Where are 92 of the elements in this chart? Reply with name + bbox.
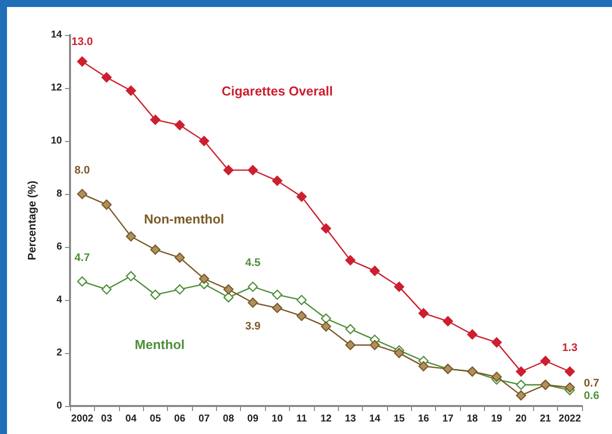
point <box>370 266 380 276</box>
x-tick-label: 20 <box>515 414 528 424</box>
x-tick-label: 17 <box>442 414 454 424</box>
point <box>296 294 307 306</box>
text: Cigarettes Overall <box>222 83 333 98</box>
point <box>126 86 136 96</box>
point <box>540 356 551 366</box>
text: Menthol <box>134 336 185 352</box>
point <box>492 372 502 382</box>
point <box>370 340 380 350</box>
x-tick-label: 19 <box>491 414 503 424</box>
data-label: 0.7 <box>584 377 600 390</box>
point <box>272 302 282 314</box>
y-tick-label: 8 <box>56 188 62 200</box>
y-axis-title: Percentage (%) <box>26 180 38 260</box>
point <box>296 310 307 321</box>
series-label: Non-menthol <box>144 211 224 226</box>
y-tick-label: 14 <box>50 30 62 40</box>
y-tick-label: 10 <box>50 136 62 146</box>
point <box>101 200 112 210</box>
x-tick-label: 12 <box>320 414 332 424</box>
point <box>394 282 404 292</box>
x-tick-label: 04 <box>125 414 137 424</box>
point <box>345 255 356 266</box>
y-tick-label: 6 <box>56 242 62 252</box>
data-label: 3.9 <box>245 320 261 332</box>
point <box>174 284 185 294</box>
point <box>248 165 258 176</box>
point <box>150 114 160 125</box>
point <box>126 231 136 242</box>
data-label: 4.7 <box>74 252 90 264</box>
point <box>320 223 332 234</box>
x-tick-label: 09 <box>247 414 259 424</box>
point <box>174 252 185 263</box>
data-label: 1.3 <box>562 342 578 354</box>
x-tick-label: 05 <box>150 414 162 424</box>
x-tick-label: 03 <box>101 414 113 424</box>
point <box>320 321 332 332</box>
x-tick-label: 15 <box>394 414 406 424</box>
x-tick-label: 08 <box>222 414 234 424</box>
point <box>516 366 526 377</box>
point <box>101 72 112 82</box>
point <box>248 282 258 292</box>
data-label: 13.0 <box>71 36 93 48</box>
x-tick-label: 2002 <box>71 414 94 424</box>
data-label: 8.0 <box>74 164 90 176</box>
x-tick-label: 11 <box>296 414 308 424</box>
point <box>272 176 282 186</box>
x-tick-label: 06 <box>174 414 186 424</box>
x-tick-label: 18 <box>466 414 478 424</box>
point <box>77 188 88 200</box>
point <box>198 136 210 146</box>
point <box>198 274 210 284</box>
point <box>345 324 356 334</box>
y-tick-label: 2 <box>56 348 62 358</box>
point <box>442 316 454 326</box>
point <box>516 390 526 400</box>
point <box>77 276 88 287</box>
point <box>418 308 429 318</box>
x-tick-label: 10 <box>272 414 284 424</box>
point <box>516 380 526 390</box>
point <box>272 290 282 300</box>
point <box>101 284 112 294</box>
x-tick-label: 2022 <box>558 414 582 424</box>
point <box>564 366 575 377</box>
x-tick-label: 07 <box>198 414 210 424</box>
x-tick-label: 14 <box>369 414 381 424</box>
point <box>248 298 258 308</box>
point <box>223 284 234 294</box>
point <box>223 165 234 176</box>
x-tick-label: 16 <box>418 414 430 424</box>
point <box>492 337 502 348</box>
y-tick-label: 12 <box>50 82 62 94</box>
point <box>564 382 575 393</box>
x-tick-label: 21 <box>540 414 552 424</box>
point <box>223 292 234 302</box>
point <box>296 192 307 202</box>
point <box>174 120 185 130</box>
point <box>345 340 356 350</box>
point <box>467 329 478 340</box>
point <box>418 361 429 372</box>
y-tick-label: 4 <box>56 294 62 306</box>
point <box>77 56 88 67</box>
point <box>320 313 332 324</box>
data-label: 0.6 <box>584 390 600 402</box>
point <box>150 244 160 255</box>
x-tick-label: 13 <box>344 414 356 424</box>
y-tick-label: 0 <box>56 400 62 412</box>
point <box>394 348 404 358</box>
point <box>126 271 136 282</box>
data-label: 4.5 <box>245 257 261 270</box>
point <box>150 290 160 300</box>
